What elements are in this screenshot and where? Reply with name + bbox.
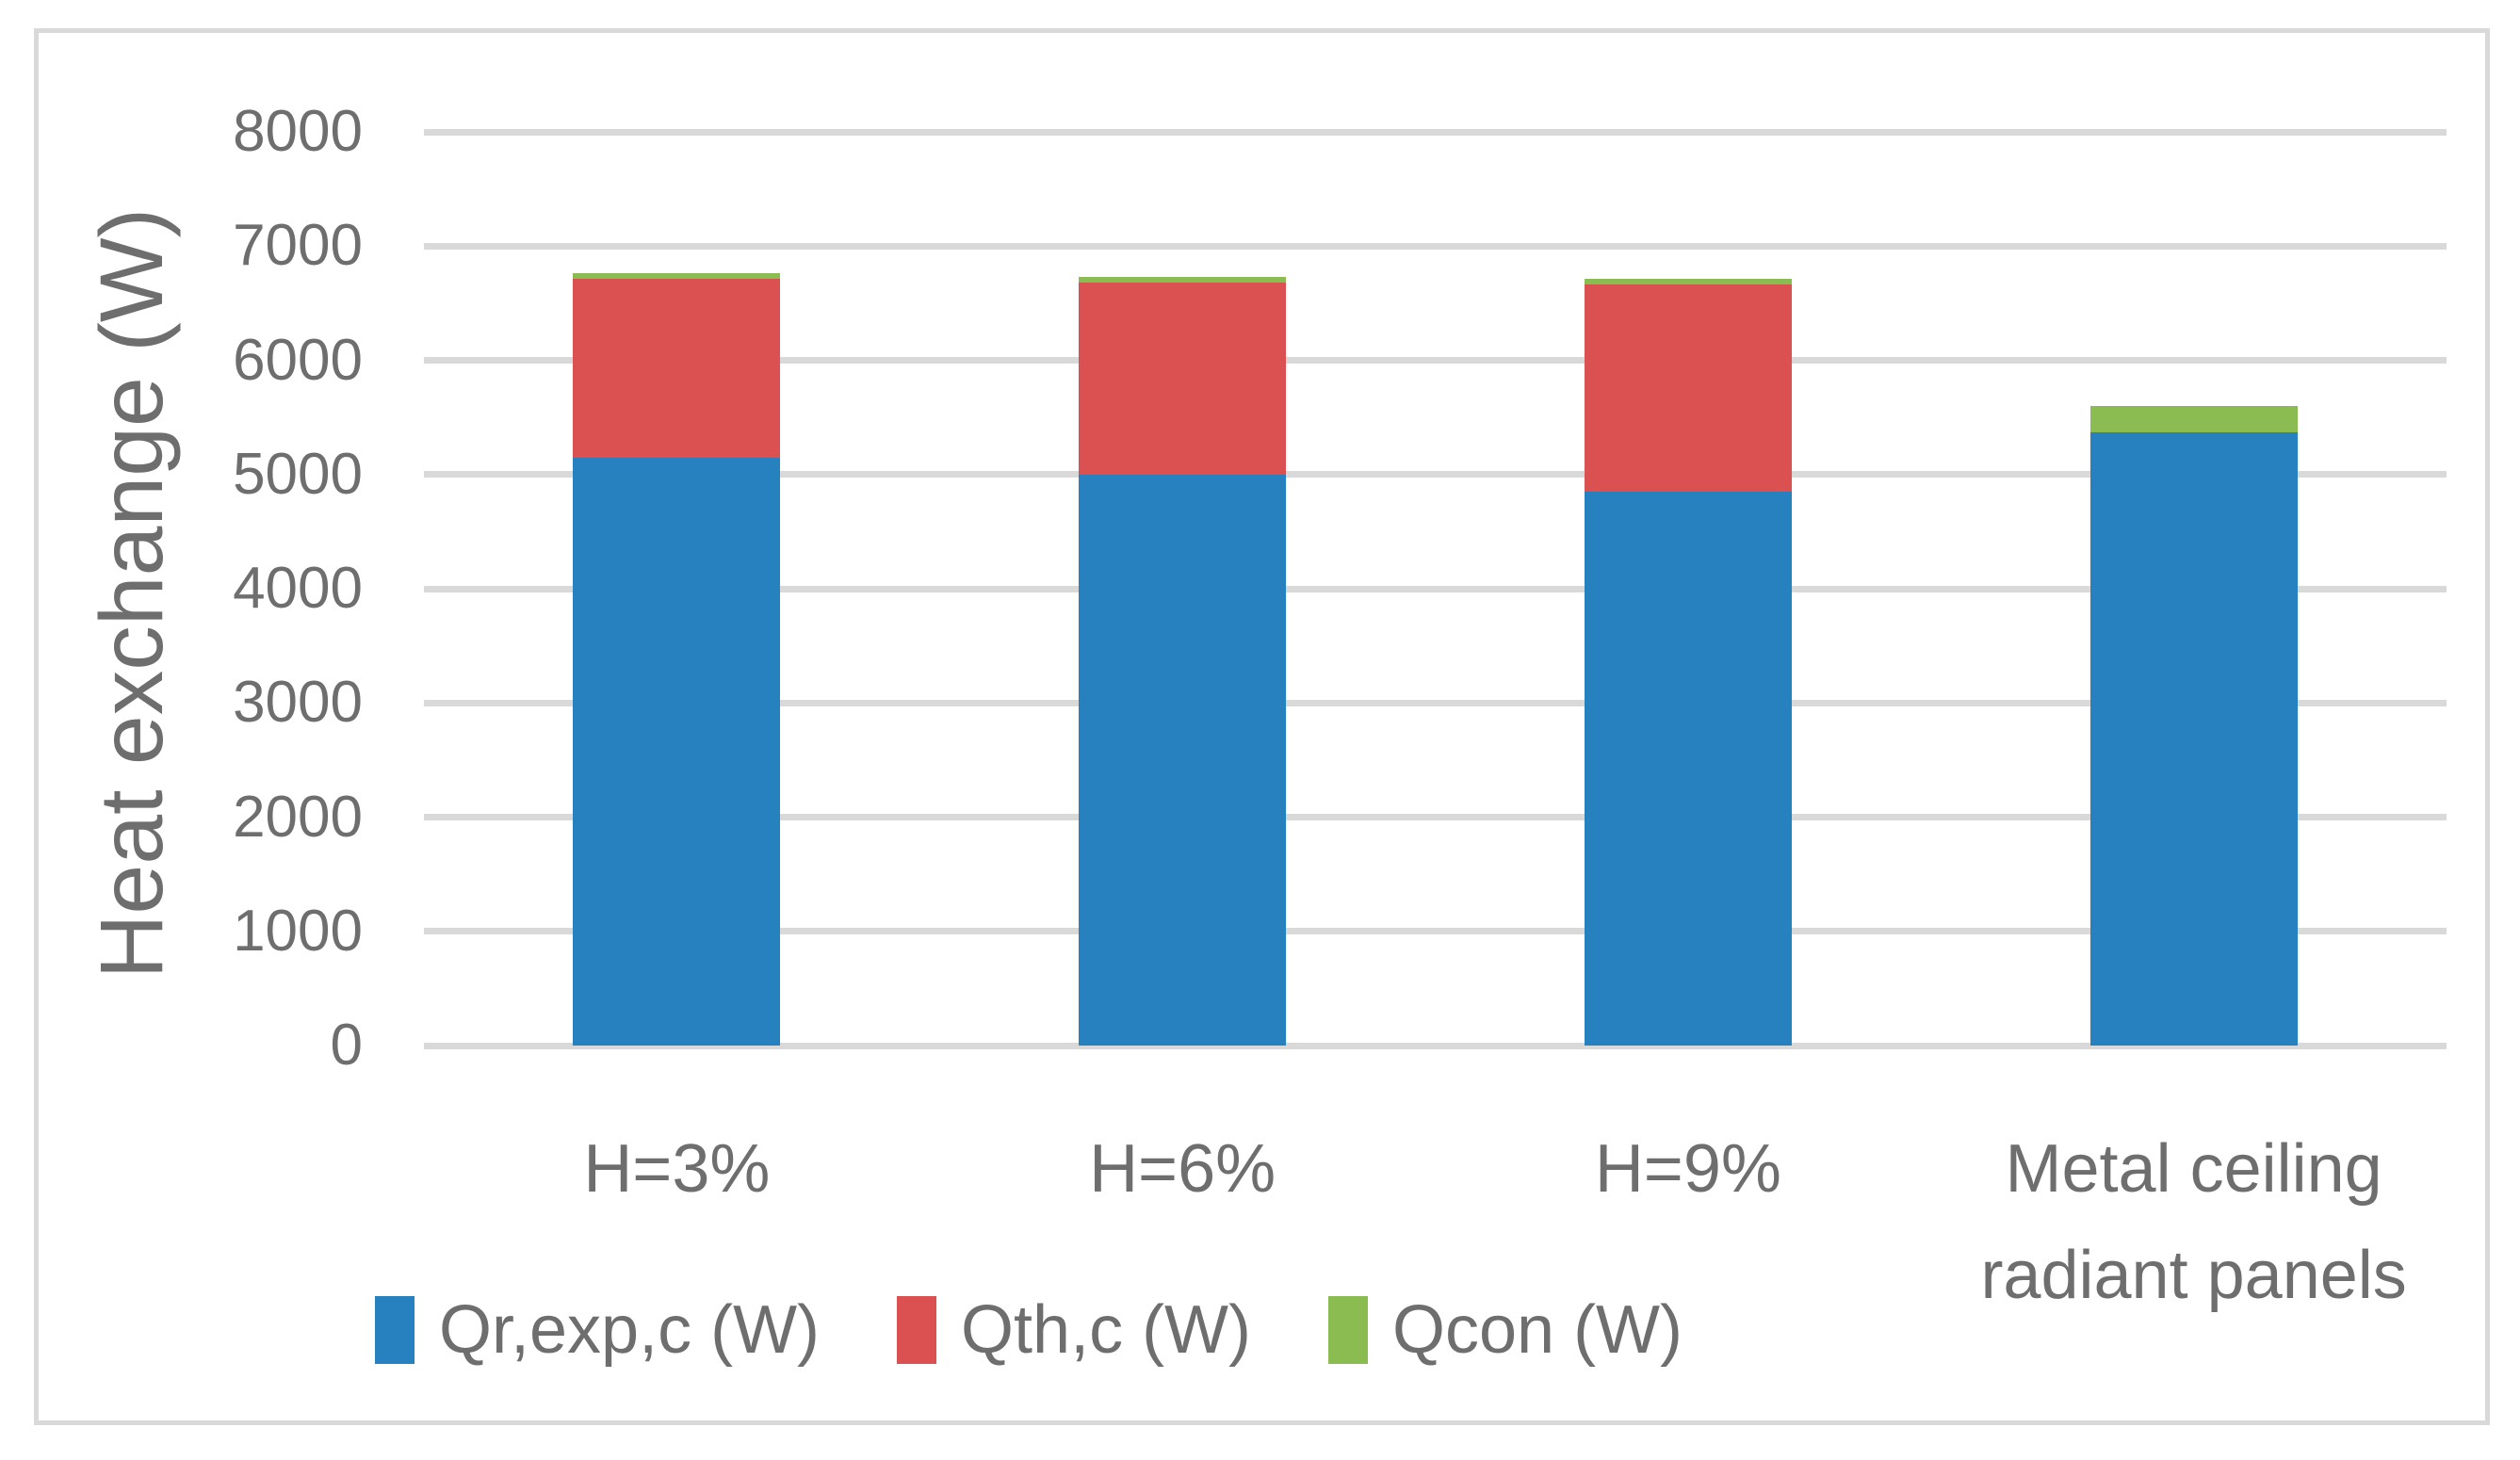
y-tick-label-4000: 4000 (233, 556, 363, 621)
bar-segment-qr-exp-c (2089, 431, 2298, 1046)
legend-item-qr-exp-c: Qr,exp,c (W) (375, 1292, 820, 1368)
bar-segment-qcon (1584, 279, 1792, 285)
y-tick-label-6000: 6000 (233, 327, 363, 393)
gridline-5000 (424, 471, 2447, 479)
bar-h-6- (1079, 277, 1287, 1046)
bar-segment-qcon (2089, 406, 2298, 432)
y-tick-label-0: 0 (330, 1013, 363, 1078)
bar-segment-qr-exp-c (1584, 491, 1792, 1046)
legend-label: Qth,c (W) (961, 1292, 1251, 1368)
legend-swatch-icon (375, 1296, 415, 1364)
gridline-8000 (424, 128, 2447, 136)
bar-segment-qcon (1079, 277, 1287, 284)
plot-area (424, 128, 2447, 1049)
y-tick-label-1000: 1000 (233, 898, 363, 964)
bar-h-3- (573, 273, 781, 1046)
gridline-4000 (424, 585, 2447, 592)
gridline-3000 (424, 699, 2447, 706)
gridline-0 (424, 1042, 2447, 1049)
legend: Qr,exp,c (W) Qth,c (W) Qcon (W) (375, 1292, 1683, 1368)
y-tick-label-8000: 8000 (233, 99, 363, 164)
x-axis-label-4: Metal ceiling radiant panels (1980, 1131, 2407, 1313)
x-axis-label-2: H=6% (1089, 1131, 1276, 1207)
bar-segment-qth-c (573, 279, 781, 458)
x-axis-label-3: H=9% (1594, 1131, 1781, 1207)
legend-label: Qcon (W) (1391, 1292, 1683, 1368)
bar-metal-ceiling-radiant-panels (2089, 406, 2298, 1046)
bar-segment-qr-exp-c (573, 457, 781, 1046)
legend-swatch-icon (897, 1296, 937, 1364)
y-tick-label-3000: 3000 (233, 670, 363, 736)
y-tick-label-2000: 2000 (233, 784, 363, 850)
y-tick-label-7000: 7000 (233, 213, 363, 279)
y-tick-label-5000: 5000 (233, 441, 363, 507)
bar-segment-qth-c (1079, 283, 1287, 475)
gridline-2000 (424, 814, 2447, 820)
bar-segment-qr-exp-c (1079, 474, 1287, 1046)
x-axis-label-1: H=3% (583, 1131, 771, 1207)
bar-segment-qth-c (1584, 284, 1792, 492)
bar-h-9- (1584, 279, 1792, 1046)
legend-item-qcon: Qcon (W) (1327, 1292, 1683, 1368)
legend-item-qth-c: Qth,c (W) (897, 1292, 1251, 1368)
bar-segment-qcon (573, 273, 781, 280)
legend-label: Qr,exp,c (W) (439, 1292, 821, 1368)
gridline-7000 (424, 242, 2447, 250)
gridline-6000 (424, 357, 2447, 364)
legend-swatch-icon (1327, 1296, 1368, 1364)
gridline-1000 (424, 928, 2447, 935)
